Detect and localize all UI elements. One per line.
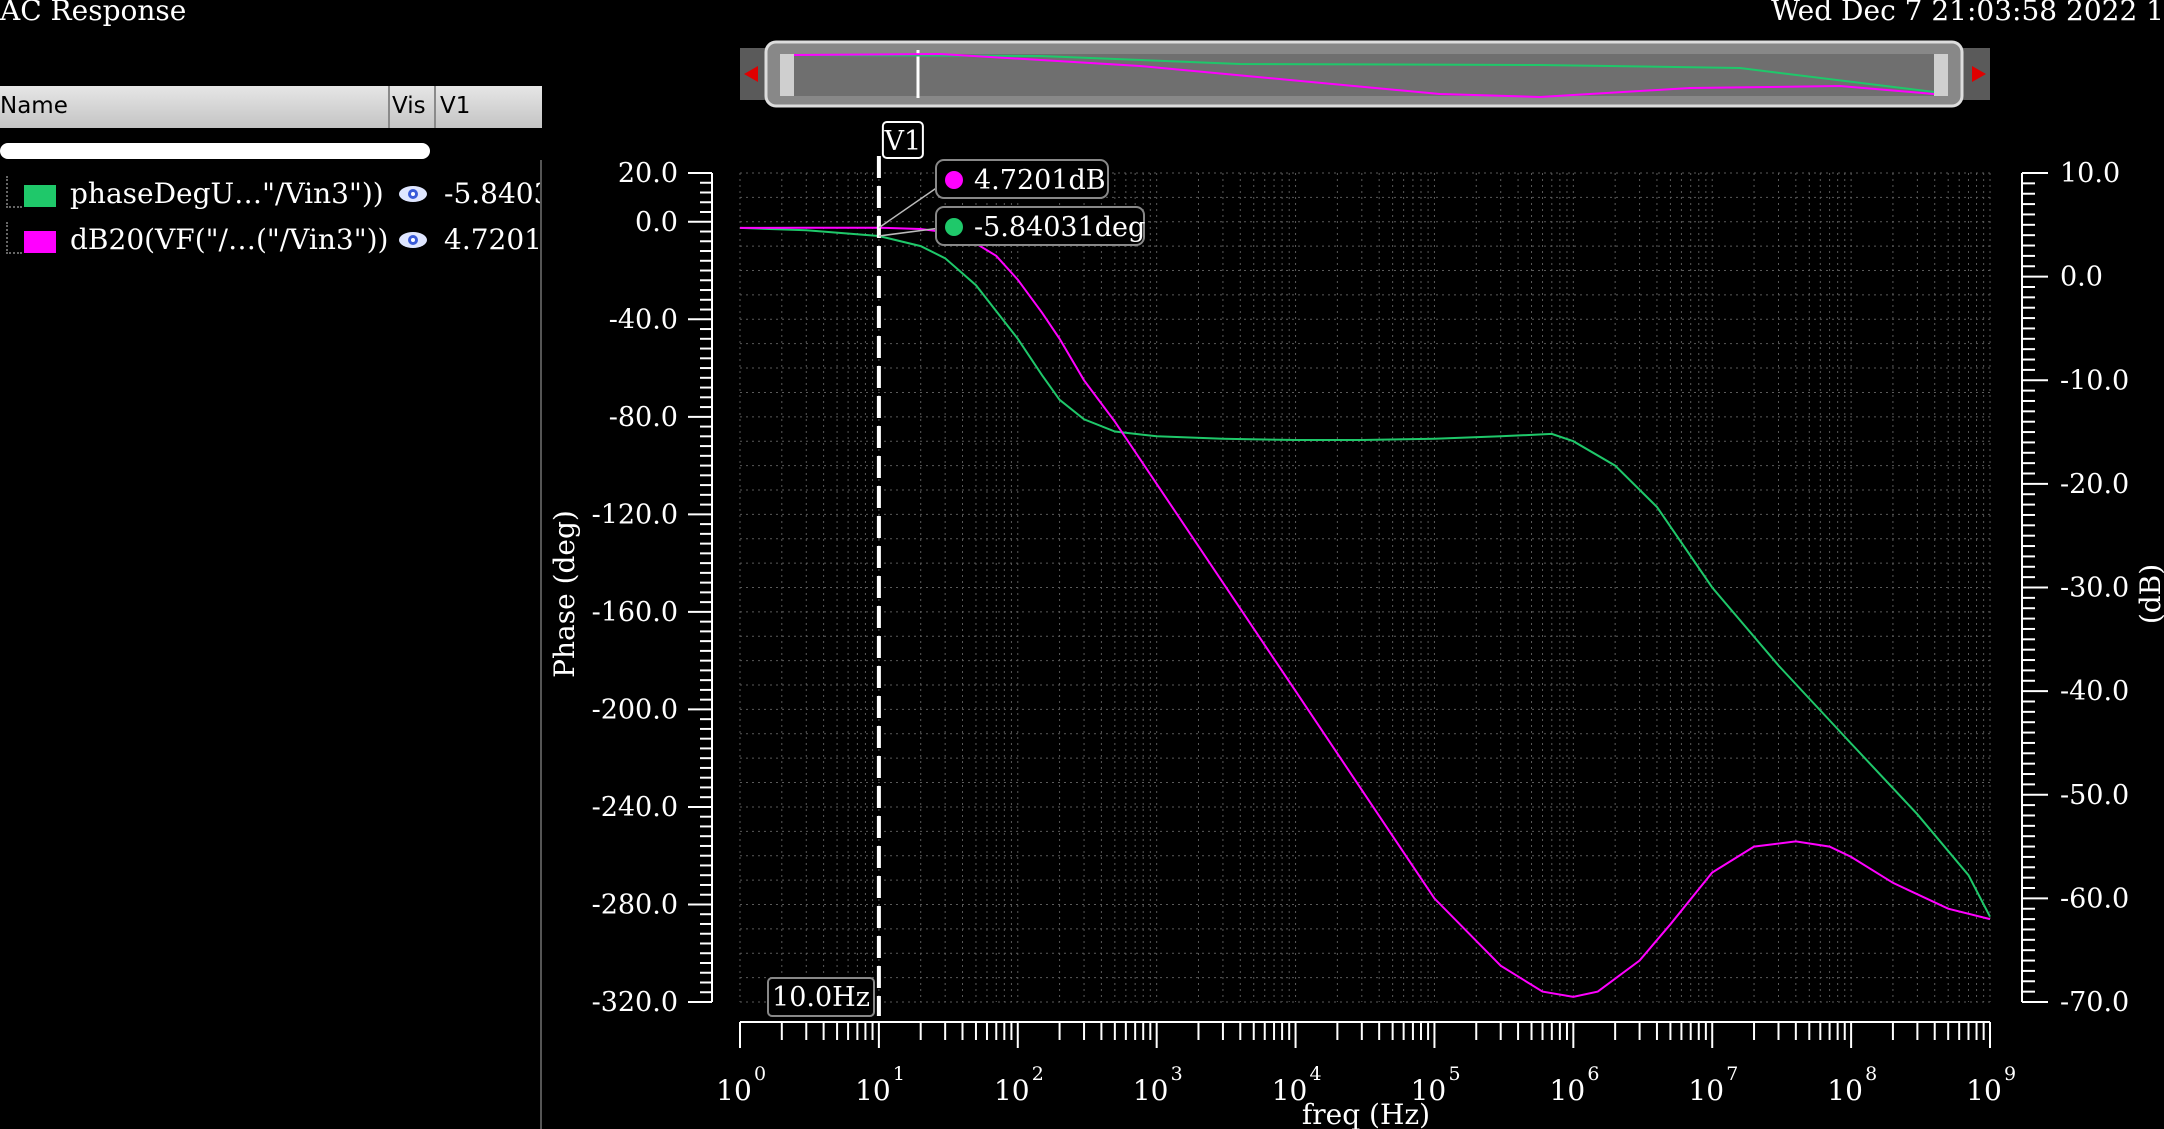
bottom-tick-exponent: 2 [1032,1063,1044,1085]
bottom-axis: 10 0 10 1 10 2 10 3 10 4 10 5 10 6 10 7 10 8 10 9 [716,1021,2016,1107]
bottom-tick-exponent: 8 [1865,1063,1877,1085]
left-tick-label: -200.0 [592,694,678,725]
left-tick-label: 0.0 [635,207,678,238]
right-tick-label: -10.0 [2060,365,2129,396]
tree-connector [6,222,22,254]
bottom-tick-label: 10 [1411,1074,1447,1107]
phase-trace[interactable] [739,226,1991,918]
right-tick-label: -70.0 [2060,987,2129,1018]
overview-scrollbar[interactable] [740,40,1990,108]
scroll-right-arrow-icon[interactable] [1972,66,1986,82]
bottom-tick-label: 10 [855,1074,891,1107]
bottom-tick-label: 10 [994,1074,1030,1107]
tree-connector [6,176,22,208]
bottom-tick-exponent: 7 [1726,1063,1738,1085]
legend-col-name[interactable]: Name [0,93,68,119]
overview-phase-trace [793,54,1935,93]
marker-v1-tag[interactable] [881,121,924,159]
visibility-eye-icon[interactable] [398,228,428,252]
visibility-eye-icon[interactable] [398,182,428,206]
window-title: AC Response [0,0,187,27]
phase-readout-box [935,206,1145,246]
x-readout-text: 10.0Hz [772,982,870,1013]
phase-readout-dot [945,218,963,236]
left-tick-label: -80.0 [609,402,678,433]
legend-col-vis[interactable]: Vis [392,93,426,119]
bottom-tick-exponent: 5 [1448,1063,1460,1085]
overview-window [780,54,1948,96]
left-tick-label: -320.0 [592,987,678,1018]
left-tick-label: -40.0 [609,304,678,335]
x-axis-label: freq (Hz) [1302,1098,1430,1129]
bottom-tick-label: 10 [1966,1074,2002,1107]
right-tick-label: -20.0 [2060,469,2129,500]
left-tick-label: -240.0 [592,792,678,823]
marker-v1-label: V1 [884,126,922,157]
db-readout-dot [945,171,963,189]
y-axis-label-left: Phase (deg) [548,510,581,678]
bottom-tick-label: 10 [1688,1074,1724,1107]
left-tick-label: -120.0 [592,499,678,530]
bottom-tick-exponent: 1 [893,1063,905,1085]
bottom-tick-exponent: 6 [1587,1063,1599,1085]
legend-name-db: dB20(VF("/…("/Vin3")) [70,223,389,256]
bottom-tick-label: 10 [1133,1074,1169,1107]
left-tick-label: -160.0 [592,597,678,628]
legend-name-phase: phaseDegU…"/Vin3")) [70,177,384,210]
date-time: Wed Dec 7 21:03:58 2022 1 [1771,0,2164,27]
plot-grid [739,172,1991,1003]
left-axis: 20.0 0.0 -40.0 -80.0 -120.0 -160.0 -200.0 -240.… [592,158,713,1018]
x-readout-box [767,977,875,1017]
phase-readout-text: -5.84031deg [974,212,1145,243]
thumb-left-handle[interactable] [780,54,794,96]
bottom-tick-exponent: 9 [2004,1063,2016,1085]
db-swatch [24,231,56,253]
right-tick-label: -30.0 [2060,573,2129,604]
right-tick-label: 0.0 [2060,262,2103,293]
db-readout-box [935,159,1109,199]
right-tick-label: -40.0 [2060,676,2129,707]
legend-value-db: 4.7201 [444,223,542,256]
bottom-tick-exponent: 4 [1310,1063,1322,1085]
legend-scrollbar[interactable] [0,143,430,159]
overview-db-trace [793,52,1935,99]
legend-row-db[interactable]: dB20(VF("/…("/Vin3")) 4.7201 [0,222,542,262]
right-tick-label: -50.0 [2060,780,2129,811]
y-axis-label-right: (dB) [2134,564,2164,624]
right-tick-label: 10.0 [2060,158,2120,189]
bottom-tick-label: 10 [1827,1074,1863,1107]
bottom-tick-label: 10 [716,1074,752,1107]
legend-header: Name Vis V1 [0,86,542,128]
legend-value-phase: -5.84031 [444,177,542,210]
bottom-tick-exponent: 3 [1171,1063,1183,1085]
legend-row-phase[interactable]: phaseDegU…"/Vin3")) -5.84031 [0,176,542,216]
right-tick-label: -60.0 [2060,883,2129,914]
panel-divider[interactable] [540,160,542,1129]
scroll-left-arrow-icon[interactable] [744,66,758,82]
db-readout-text: 4.7201dB [974,165,1106,196]
bottom-tick-exponent: 0 [754,1063,766,1085]
bottom-tick-label: 10 [1550,1074,1586,1107]
left-tick-label: -280.0 [592,889,678,920]
phase-swatch [24,185,56,207]
left-tick-label: 20.0 [618,158,678,189]
bottom-tick-label: 10 [1272,1074,1308,1107]
thumb-right-handle[interactable] [1934,54,1948,96]
legend-col-v1[interactable]: V1 [440,93,471,119]
right-axis: 10.0 0.0 -10.0 -20.0 -30.0 -40.0 -50.0 -60.0 -70… [2021,158,2129,1018]
